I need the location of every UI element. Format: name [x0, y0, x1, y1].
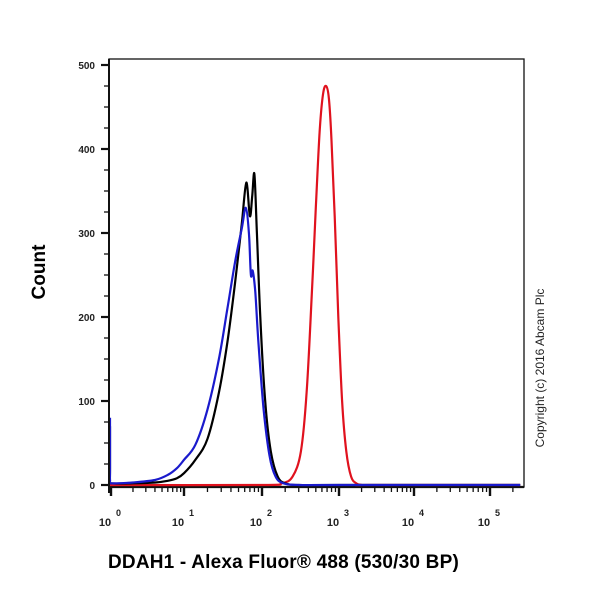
y-tick-label: 400: [78, 145, 95, 156]
svg-text:10: 10: [327, 517, 339, 529]
x-axis-ticks: 10 0 10 1 10 2 10 3 10 4 10 5: [99, 487, 514, 529]
svg-text:1: 1: [189, 508, 194, 518]
y-tick-label: 300: [78, 229, 95, 240]
plot-frame: [108, 58, 525, 488]
x-tick-label: 10 3: [327, 508, 349, 529]
x-tick-label: 10 4: [402, 508, 424, 529]
series-group: [110, 84, 521, 487]
y-tick-label: 100: [78, 397, 95, 408]
svg-text:10: 10: [250, 517, 262, 529]
y-axis-label: Count: [29, 244, 50, 300]
x-tick-label: 10 0: [99, 508, 121, 529]
svg-text:2: 2: [267, 508, 272, 518]
y-tick-label: 500: [78, 61, 95, 72]
svg-text:4: 4: [419, 508, 424, 518]
x-tick-label: 10 2: [250, 508, 272, 529]
y-tick-label: 0: [89, 481, 95, 492]
svg-text:10: 10: [172, 517, 184, 529]
x-axis-label: DDAH1 - Alexa Fluor® 488 (530/30 BP): [108, 552, 459, 573]
copyright-notice: Copyright (c) 2016 Abcam Plc: [533, 288, 547, 448]
x-tick-label: 10 5: [478, 508, 500, 529]
series-line-isotype-control: [110, 206, 521, 487]
svg-text:0: 0: [116, 508, 121, 518]
series-line-ddah1-antibody: [110, 84, 521, 487]
y-axis-ticks: 0 100 200 300 400 500: [78, 61, 109, 492]
svg-text:10: 10: [99, 517, 111, 529]
svg-text:3: 3: [344, 508, 349, 518]
svg-text:10: 10: [478, 517, 490, 529]
x-tick-label: 10 1: [172, 508, 194, 529]
svg-text:10: 10: [402, 517, 414, 529]
svg-text:5: 5: [495, 508, 500, 518]
y-tick-label: 200: [78, 313, 95, 324]
